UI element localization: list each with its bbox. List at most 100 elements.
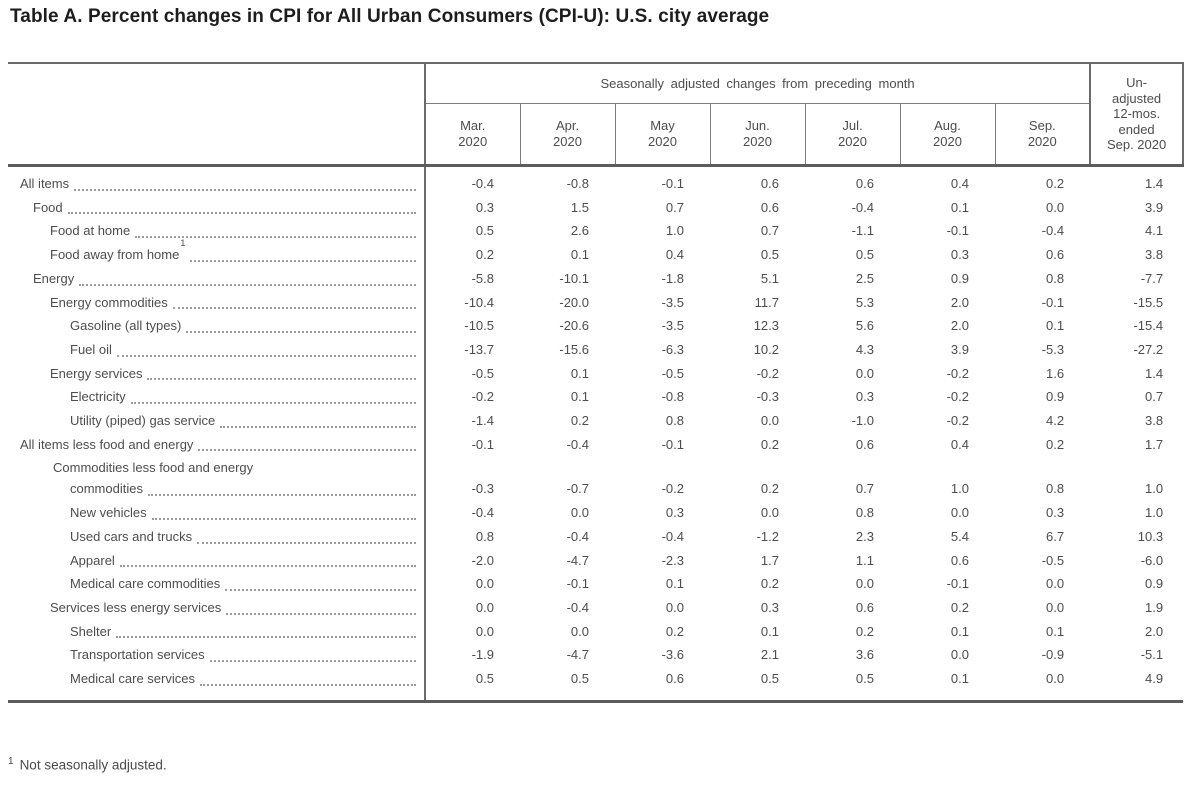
value-12mo-cell: -15.5	[1133, 294, 1164, 310]
value-month-cell: 0.0	[855, 365, 874, 381]
value-month-cell: -13.7	[464, 341, 494, 357]
table-row: All items less food and energy -0.1 -0.4 -0…	[8, 432, 1183, 457]
table-row: Energy services -0.5 0.1 -0.5 -0.2 0.0 -0.2 1.6…	[8, 361, 1183, 386]
value-12mo-cell: 1.0	[1145, 505, 1164, 521]
value-month-cell: 0.8	[665, 413, 684, 429]
value-month-cell: 0.8	[855, 505, 874, 521]
row-label: Used cars and trucks	[70, 528, 193, 544]
row-label: Utility (piped) gas service	[70, 413, 216, 429]
value-12mo-cell: -5.1	[1140, 647, 1164, 663]
value-month-cell: -20.0	[559, 294, 589, 310]
footnote-marker: 1	[8, 756, 14, 767]
month-header: Apr. 2020	[519, 103, 615, 166]
value-12mo-cell: -6.0	[1140, 552, 1164, 568]
value-month-cell: 0.3	[475, 199, 494, 215]
value-month-cell: 0.1	[1046, 318, 1065, 334]
row-label-cell: Energy services	[8, 361, 426, 386]
row-label: Medical care commodities	[70, 576, 221, 592]
row-label: Apparel	[70, 552, 115, 568]
value-month-cell: 0.0	[760, 413, 779, 429]
value-month-cell: -1.8	[661, 270, 684, 286]
dot-leader	[116, 354, 416, 357]
value-month-cell: -2.0	[471, 552, 494, 568]
value-12mo-cell: 1.0	[1145, 481, 1164, 497]
table-row: All items -0.4 -0.8 -0.1 0.6 0.6 0.4 0.2 1.4	[8, 165, 1183, 196]
value-month-cell: 4.2	[1046, 413, 1065, 429]
value-12mo-cell: 2.0	[1145, 623, 1164, 639]
table-row: Energy -5.8 -10.1 -1.8 5.1 2.5 0.9 0.8 -7.7	[8, 266, 1183, 291]
value-month-cell: 0.9	[1046, 389, 1065, 405]
header-row-spanner: Seasonally adjusted changes from precedi…	[8, 63, 1185, 166]
value-month-cell: 0.5	[855, 247, 874, 263]
row-label-cell: Electricity	[8, 385, 426, 410]
value-month-cell: 0.0	[570, 505, 589, 521]
value-month-cell: 0.0	[475, 599, 494, 615]
value-month-cell: 5.3	[855, 294, 874, 310]
value-month-cell: -15.6	[559, 341, 589, 357]
value-month-cell: 3.6	[855, 647, 874, 663]
header-row-months: Mar. 2020 Apr. 2020 May 2020 Jun. 2020 Jul. …	[8, 103, 1183, 166]
row-label-cell: Transportation services	[8, 643, 426, 668]
value-12mo-cell: 3.8	[1145, 413, 1164, 429]
dot-leader	[151, 517, 416, 520]
row-label-cell: Fuel oil	[8, 337, 426, 362]
value-month-cell: 0.2	[570, 413, 589, 429]
value-month-cell: -0.1	[661, 436, 684, 452]
value-12mo-cell: 3.9	[1145, 199, 1164, 215]
value-month-cell: 2.0	[950, 318, 969, 334]
value-12mo-cell: 1.9	[1145, 599, 1164, 615]
value-month-cell: -0.5	[661, 365, 684, 381]
value-month-cell: -3.5	[661, 294, 684, 310]
value-month-cell: 2.5	[855, 270, 874, 286]
value-month-cell: -0.1	[661, 176, 684, 191]
row-label: Energy	[33, 270, 75, 286]
value-month-cell: -0.4	[1041, 223, 1065, 239]
table-row: Transportation services -1.9 -4.7 -3.6 2.1 3.…	[8, 643, 1183, 668]
table-row: Services less energy services 0.0 -0.4 0.0 0…	[8, 595, 1183, 620]
value-12mo-cell: 4.9	[1145, 671, 1164, 687]
value-month-cell: 0.5	[570, 671, 589, 687]
row-label: Electricity	[70, 389, 126, 405]
value-month-cell: 0.1	[760, 623, 779, 639]
row-label: All items	[20, 176, 70, 191]
month-header: Mar. 2020	[424, 103, 520, 166]
value-month-cell: 0.0	[1046, 671, 1065, 687]
value-month-cell: 5.1	[760, 270, 779, 286]
dot-leader	[190, 259, 416, 262]
value-month-cell: -6.3	[661, 341, 684, 357]
value-month-cell: -5.8	[471, 270, 494, 286]
value-month-cell: 0.7	[855, 481, 874, 497]
dot-leader	[67, 212, 416, 215]
row-label-cell: Medical care services	[8, 667, 426, 702]
value-month-cell: -0.7	[566, 481, 589, 497]
table-row: Used cars and trucks 0.8 -0.4 -0.4 -1.2 2.3 5.…	[8, 524, 1183, 549]
row-label: New vehicles	[70, 505, 147, 521]
value-month-cell: 0.4	[950, 176, 969, 191]
value-month-cell: 0.0	[760, 505, 779, 521]
month-header: Jul. 2020	[804, 103, 900, 166]
month-header: May 2020	[614, 103, 710, 166]
value-12mo-cell: 3.8	[1145, 247, 1164, 263]
value-month-cell: 0.2	[760, 576, 779, 592]
value-month-cell: -0.4	[661, 528, 684, 544]
value-month-cell: 0.2	[665, 623, 684, 639]
value-month-cell: -0.8	[566, 176, 589, 191]
value-12mo-cell: -15.4	[1133, 318, 1164, 334]
value-month-cell: -0.1	[1041, 294, 1065, 310]
dot-leader	[186, 330, 416, 333]
value-month-cell: 0.9	[950, 270, 969, 286]
value-month-cell: -1.1	[851, 223, 874, 239]
row-label-cell: Energy	[8, 266, 426, 291]
value-month-cell: -4.7	[566, 552, 589, 568]
value-month-cell: -1.9	[471, 647, 494, 663]
value-month-cell: 2.0	[950, 294, 969, 310]
row-label-cell: Food at home	[8, 219, 426, 244]
row-label-cell: New vehicles	[8, 501, 426, 525]
dot-leader	[130, 402, 416, 405]
value-month-cell: 0.0	[1046, 199, 1065, 215]
table-row: Medical care commodities 0.0 -0.1 0.1 0.2 0.0…	[8, 572, 1183, 596]
unadjusted-12mo-header: Un- adjusted 12-mos. ended Sep. 2020	[1089, 63, 1185, 166]
value-month-cell: 0.6	[855, 436, 874, 452]
dot-leader	[79, 283, 416, 286]
